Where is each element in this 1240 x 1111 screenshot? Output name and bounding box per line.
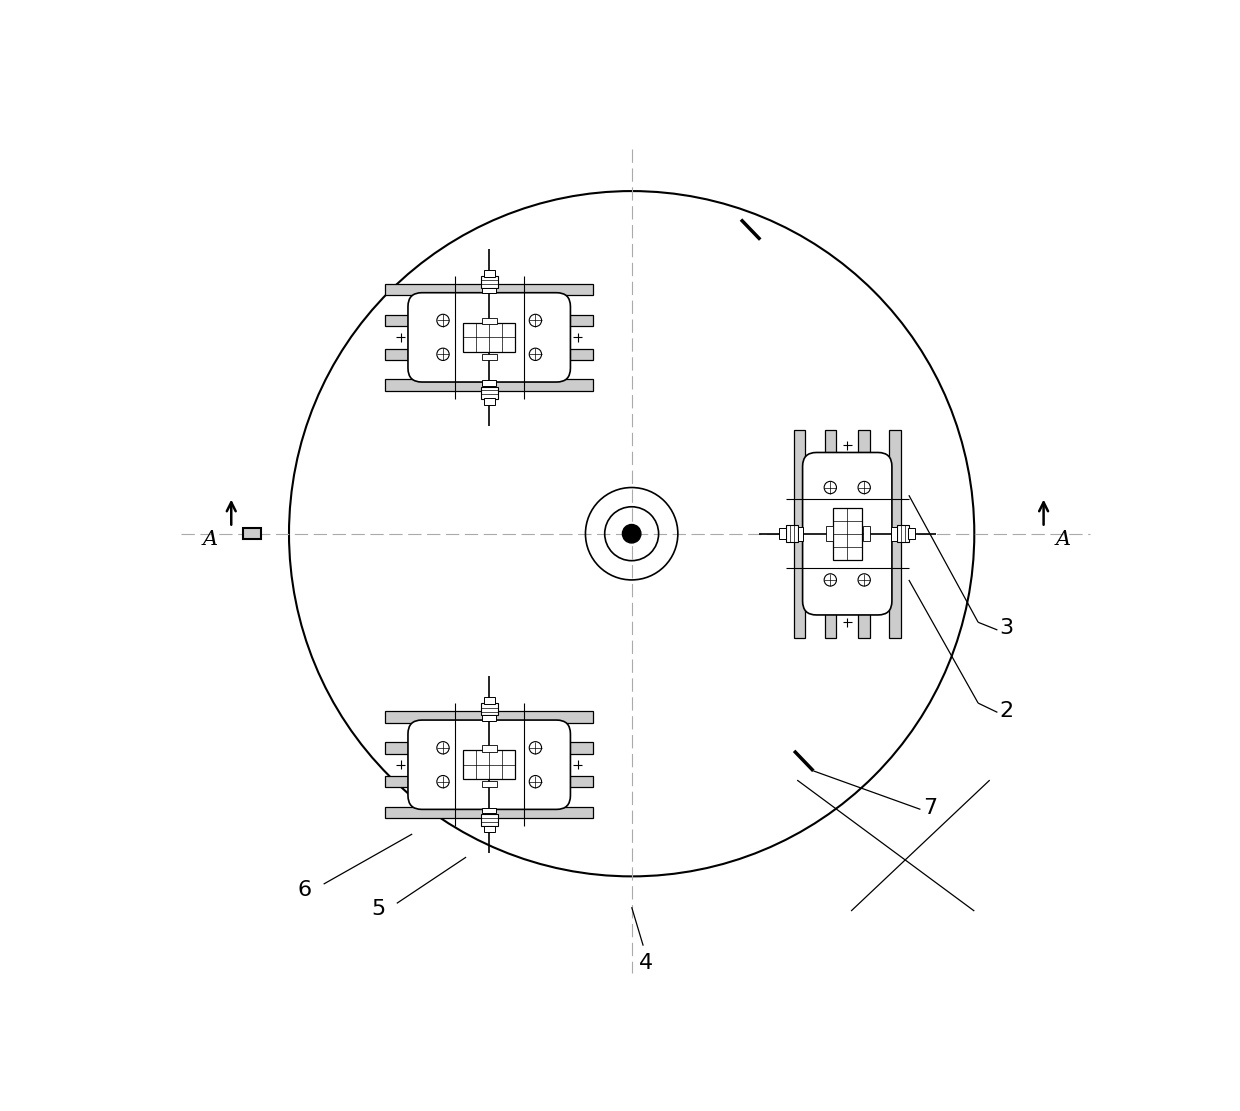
Bar: [897, 526, 909, 542]
Bar: [799, 527, 804, 541]
Bar: [484, 825, 495, 832]
Text: 2: 2: [999, 701, 1014, 721]
Bar: [386, 711, 593, 723]
Text: A: A: [1055, 530, 1070, 549]
Bar: [481, 353, 497, 360]
FancyBboxPatch shape: [802, 452, 892, 615]
Text: A: A: [203, 530, 218, 549]
Bar: [786, 526, 799, 542]
Bar: [386, 314, 593, 327]
Bar: [243, 529, 262, 539]
Bar: [832, 508, 862, 560]
Text: 5: 5: [371, 900, 386, 920]
Bar: [482, 288, 496, 293]
Text: 7: 7: [923, 798, 937, 818]
Bar: [481, 781, 497, 787]
Bar: [484, 398, 495, 406]
Bar: [825, 430, 836, 638]
FancyBboxPatch shape: [408, 720, 570, 810]
Bar: [386, 379, 593, 391]
Bar: [481, 703, 497, 715]
Bar: [482, 808, 496, 813]
Bar: [386, 283, 593, 296]
Bar: [481, 276, 497, 288]
FancyBboxPatch shape: [408, 292, 570, 382]
Bar: [481, 745, 497, 752]
Bar: [826, 526, 832, 541]
Bar: [858, 430, 870, 638]
Bar: [386, 742, 593, 753]
Bar: [481, 318, 497, 324]
Bar: [794, 430, 805, 638]
Bar: [481, 387, 497, 399]
Bar: [892, 527, 897, 541]
Bar: [908, 529, 915, 539]
Bar: [889, 430, 900, 638]
Text: 6: 6: [298, 880, 312, 900]
Bar: [780, 529, 786, 539]
Bar: [482, 715, 496, 721]
Text: 3: 3: [999, 619, 1014, 639]
Bar: [484, 697, 495, 704]
Text: 4: 4: [639, 953, 652, 973]
Bar: [386, 807, 593, 818]
Bar: [386, 349, 593, 360]
Bar: [482, 380, 496, 386]
Bar: [463, 322, 516, 352]
Bar: [386, 775, 593, 788]
Bar: [463, 750, 516, 779]
Bar: [481, 814, 497, 827]
Bar: [484, 270, 495, 277]
Bar: [863, 526, 869, 541]
Circle shape: [622, 524, 641, 543]
